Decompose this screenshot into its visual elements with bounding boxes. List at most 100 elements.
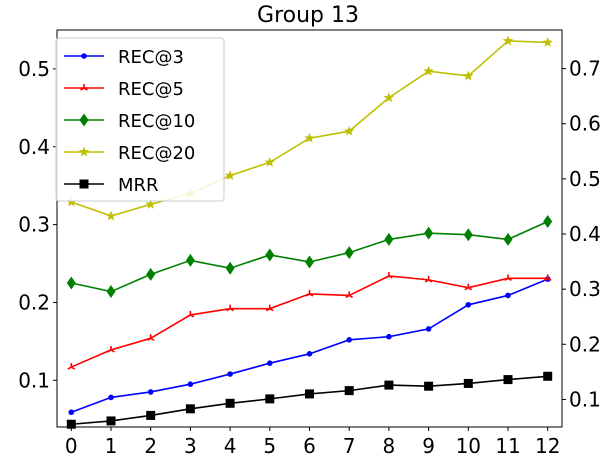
- data-point: [265, 394, 275, 404]
- y-right-tick-label: 0.7: [569, 57, 601, 81]
- series-mrr: [66, 371, 553, 429]
- data-point-arm: [348, 294, 354, 299]
- series-rec-5: [67, 271, 552, 370]
- data-point: [66, 276, 76, 290]
- legend-entry: REC@5: [64, 79, 184, 100]
- x-tick-label: 2: [144, 434, 157, 458]
- data-point: [423, 65, 434, 76]
- series-rec-20: [66, 35, 553, 221]
- data-point: [463, 378, 473, 388]
- series-rec-10: [66, 214, 553, 299]
- legend-label: REC@20: [118, 143, 195, 164]
- data-point: [67, 363, 76, 370]
- y-left-tick-label: 0.3: [18, 213, 50, 237]
- data-point: [503, 375, 513, 385]
- data-point: [344, 246, 354, 260]
- series-line: [71, 375, 548, 426]
- x-tick-label: 8: [383, 434, 396, 458]
- plot-area: [66, 35, 553, 429]
- data-point: [146, 334, 155, 341]
- data-point-arm: [309, 293, 314, 297]
- data-point: [185, 253, 195, 267]
- data-point-arm: [70, 366, 76, 370]
- data-point: [186, 310, 195, 318]
- data-point: [542, 36, 553, 47]
- data-point: [503, 232, 513, 246]
- data-point-arm: [388, 275, 393, 279]
- data-point: [345, 291, 354, 299]
- data-point: [227, 371, 233, 377]
- data-point-arm: [464, 286, 469, 291]
- data-point: [463, 228, 473, 242]
- legend-marker: [79, 179, 89, 189]
- x-tick-label: 10: [456, 434, 481, 458]
- data-point-arm: [547, 277, 552, 282]
- data-point: [465, 301, 472, 308]
- data-point: [187, 381, 194, 387]
- y-right-tick-label: 0.4: [569, 222, 601, 246]
- data-point: [305, 389, 314, 399]
- data-point: [384, 380, 394, 390]
- data-point: [185, 404, 195, 414]
- data-point: [346, 337, 353, 343]
- data-point-arm: [507, 277, 512, 282]
- data-point: [66, 196, 77, 207]
- legend-label: REC@10: [118, 111, 195, 132]
- data-point: [266, 360, 273, 366]
- legend-marker: [80, 84, 88, 91]
- y-right-tick-label: 0.1: [569, 387, 601, 411]
- data-point-arm: [150, 337, 155, 341]
- y-left-tick-label: 0.2: [18, 290, 50, 314]
- x-tick-label: 5: [263, 434, 276, 458]
- data-point: [108, 394, 114, 401]
- data-point-arm: [226, 307, 231, 312]
- data-point: [425, 326, 432, 332]
- legend-box: [55, 37, 225, 202]
- data-point-arm: [543, 277, 549, 282]
- data-point-arm: [428, 279, 433, 283]
- y-right-tick-label: 0.3: [569, 277, 601, 301]
- x-tick-label: 6: [303, 434, 316, 458]
- data-point: [146, 410, 156, 420]
- legend-marker-arm: [83, 87, 88, 91]
- data-point: [265, 304, 274, 312]
- legend-entry: MRR: [64, 175, 159, 196]
- data-point-arm: [186, 314, 191, 318]
- data-point-arm: [467, 286, 473, 291]
- legend-entry: REC@3: [64, 47, 184, 68]
- x-tick-label: 12: [535, 434, 560, 458]
- data-point: [107, 345, 115, 353]
- data-point: [224, 170, 236, 181]
- y-right-tick-label: 0.6: [569, 112, 601, 136]
- data-point: [304, 132, 315, 143]
- data-point-arm: [424, 279, 430, 283]
- x-tick-label: 9: [422, 434, 435, 458]
- data-point-arm: [265, 307, 271, 312]
- data-point: [424, 381, 434, 391]
- data-point: [305, 255, 314, 269]
- x-tick-label: 0: [65, 434, 78, 458]
- data-point: [383, 92, 395, 103]
- series-rec-3: [68, 276, 551, 416]
- y-left-tick-label: 0.4: [18, 135, 50, 159]
- data-point: [106, 416, 116, 426]
- data-point: [543, 371, 553, 381]
- data-point-arm: [107, 349, 112, 353]
- data-point: [386, 333, 392, 340]
- data-point: [543, 214, 553, 228]
- legend-marker: [81, 53, 87, 59]
- data-point: [384, 232, 394, 246]
- data-point: [106, 285, 116, 299]
- legend-entry: REC@20: [64, 143, 195, 164]
- legend-label: MRR: [118, 175, 159, 196]
- legend-label: REC@3: [118, 47, 184, 68]
- data-point: [306, 351, 313, 357]
- data-point: [504, 274, 512, 282]
- data-point: [66, 419, 76, 429]
- axes: 0 1 2 3 4 5 6 7 8 9 10 11 120.10.20.30.40.50.10.20.3…: [18, 29, 601, 458]
- legend-marker: [79, 113, 89, 127]
- data-point-arm: [146, 337, 152, 341]
- data-point: [264, 156, 276, 167]
- data-point: [424, 275, 433, 283]
